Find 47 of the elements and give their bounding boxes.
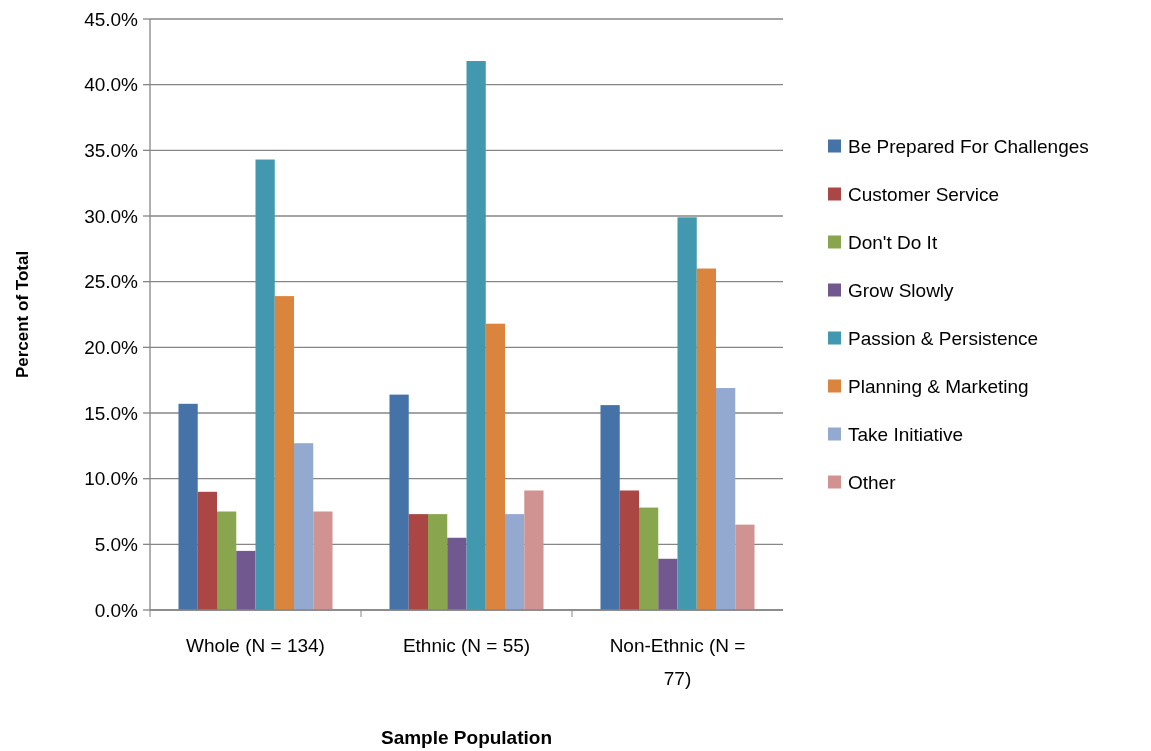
bar	[427, 514, 448, 610]
bar	[389, 394, 409, 610]
bar	[216, 511, 237, 610]
y-tick-label: 5.0%	[94, 533, 139, 555]
bar	[638, 507, 659, 610]
x-tick-label: Whole (N = 134)	[186, 635, 325, 656]
x-tick-label: Ethnic (N = 55)	[402, 635, 531, 656]
y-axis-title: Percent of Total	[13, 250, 32, 379]
bar	[524, 490, 544, 610]
x-tick-label: Non-Ethnic (N = 77)	[609, 635, 746, 689]
bar	[696, 268, 717, 610]
legend-label: Don't Do It	[848, 232, 938, 254]
bar	[716, 388, 736, 610]
bar	[294, 443, 314, 610]
bar	[313, 511, 333, 610]
legend-label: Customer Service	[848, 184, 999, 206]
bar	[447, 537, 467, 610]
bar	[677, 217, 697, 610]
bar	[197, 491, 217, 610]
legend-label: Grow Slowly	[848, 280, 955, 302]
y-tick-label: 10.0%	[84, 468, 139, 490]
legend-label: Take Initiative	[848, 424, 964, 446]
bar	[274, 296, 295, 610]
y-tick-label: 30.0%	[84, 205, 139, 227]
bar	[735, 524, 755, 610]
x-axis-title: Sample Population	[380, 727, 553, 748]
legend-label: Passion & Persistence	[848, 328, 1039, 350]
y-tick-label: 40.0%	[84, 74, 139, 96]
legend-label: Other	[848, 472, 897, 494]
legend-label: Be Prepared For Challenges	[848, 136, 1089, 158]
y-tick-label: 15.0%	[84, 402, 139, 424]
legend-label: Planning & Marketing	[848, 376, 1029, 398]
bar	[619, 490, 639, 610]
bar	[408, 514, 428, 610]
y-tick-label: 0.0%	[94, 599, 139, 621]
bar	[658, 558, 678, 610]
y-tick-label: 45.0%	[84, 8, 139, 30]
bar	[505, 514, 525, 610]
bar	[178, 403, 198, 610]
bar	[600, 405, 620, 610]
y-tick-label: 35.0%	[84, 139, 139, 161]
bar	[236, 550, 256, 610]
y-tick-label: 20.0%	[84, 336, 139, 358]
y-tick-label: 25.0%	[84, 271, 139, 293]
bar	[485, 323, 506, 610]
bar	[466, 61, 486, 610]
bar	[255, 159, 275, 610]
